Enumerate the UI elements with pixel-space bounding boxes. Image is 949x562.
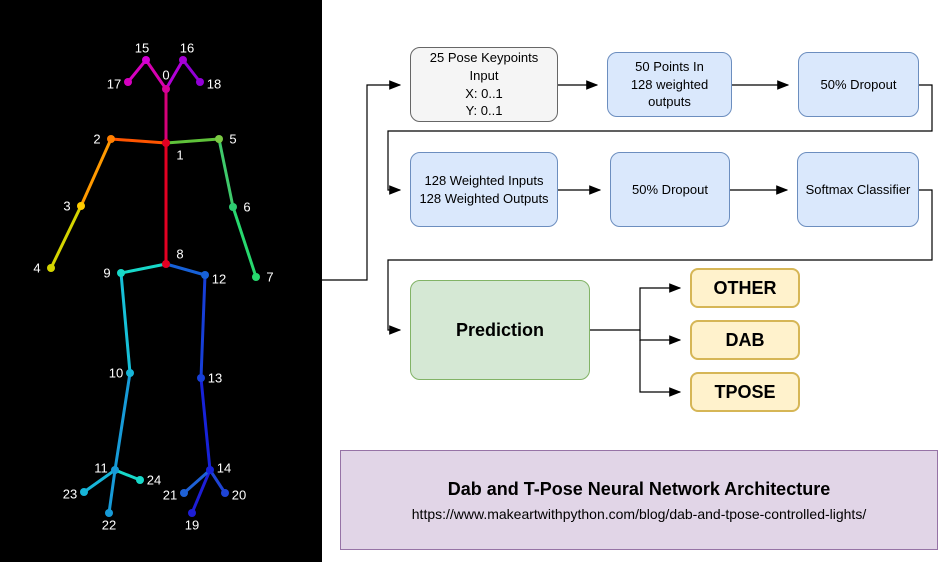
keypoint-label-11: 11 bbox=[94, 461, 108, 476]
node-drop1: 50% Dropout bbox=[798, 52, 919, 117]
node-out_tpose-label: TPOSE bbox=[714, 380, 775, 404]
keypoint-21 bbox=[180, 489, 188, 497]
keypoint-22 bbox=[105, 509, 113, 517]
limb-1-2 bbox=[111, 139, 166, 143]
node-drop1-label: 50% Dropout bbox=[821, 76, 897, 94]
keypoint-label-2: 2 bbox=[93, 132, 100, 147]
node-dense1: 50 Points In128 weightedoutputs bbox=[607, 52, 732, 117]
limb-12-13 bbox=[201, 275, 205, 378]
node-out_other: OTHER bbox=[690, 268, 800, 308]
keypoint-24 bbox=[136, 476, 144, 484]
limb-8-9 bbox=[121, 264, 166, 273]
keypoint-label-9: 9 bbox=[103, 266, 110, 281]
limb-14-21 bbox=[184, 470, 210, 493]
keypoint-16 bbox=[179, 56, 187, 64]
keypoint-label-0: 0 bbox=[162, 68, 169, 83]
keypoint-label-24: 24 bbox=[147, 473, 161, 488]
node-out_dab-label: DAB bbox=[726, 328, 765, 352]
keypoint-label-12: 12 bbox=[212, 272, 226, 287]
keypoint-9 bbox=[117, 269, 125, 277]
node-predict-label: Prediction bbox=[456, 318, 544, 342]
keypoint-label-8: 8 bbox=[176, 247, 183, 262]
node-dense2: 128 Weighted Inputs128 Weighted Outputs bbox=[410, 152, 558, 227]
keypoint-label-20: 20 bbox=[232, 488, 246, 503]
limb-1-5 bbox=[166, 139, 219, 143]
caption-url: https://www.makeartwithpython.com/blog/d… bbox=[412, 506, 866, 522]
keypoint-6 bbox=[229, 203, 237, 211]
keypoint-15 bbox=[142, 56, 150, 64]
keypoint-13 bbox=[197, 374, 205, 382]
keypoint-label-14: 14 bbox=[217, 461, 231, 476]
keypoint-10 bbox=[126, 369, 134, 377]
keypoint-18 bbox=[196, 78, 204, 86]
keypoint-label-19: 19 bbox=[185, 518, 199, 533]
arrow-8 bbox=[640, 330, 680, 340]
keypoint-label-13: 13 bbox=[208, 371, 222, 386]
keypoint-label-21: 21 bbox=[163, 488, 177, 503]
keypoint-12 bbox=[201, 271, 209, 279]
limb-10-11 bbox=[115, 373, 130, 470]
node-input-label: 25 Pose KeypointsInputX: 0..1Y: 0..1 bbox=[430, 49, 538, 119]
skeleton-panel: 0123456789101112131415161718192021222324 bbox=[0, 0, 322, 562]
caption-box: Dab and T-Pose Neural Network Architectu… bbox=[340, 450, 938, 550]
node-dense1-label: 50 Points In128 weightedoutputs bbox=[631, 58, 708, 111]
arrow-7 bbox=[590, 288, 680, 330]
node-out_dab: DAB bbox=[690, 320, 800, 360]
node-dense2-label: 128 Weighted Inputs128 Weighted Outputs bbox=[419, 172, 548, 207]
keypoint-3 bbox=[77, 202, 85, 210]
arrow-0 bbox=[322, 85, 400, 280]
keypoint-1 bbox=[162, 139, 170, 147]
keypoint-label-10: 10 bbox=[109, 366, 123, 381]
keypoint-label-16: 16 bbox=[180, 41, 194, 56]
node-softmax: Softmax Classifier bbox=[797, 152, 919, 227]
keypoint-0 bbox=[162, 85, 170, 93]
limb-14-19 bbox=[192, 470, 210, 513]
keypoint-5 bbox=[215, 135, 223, 143]
limb-3-4 bbox=[51, 206, 81, 268]
keypoint-label-18: 18 bbox=[207, 77, 221, 92]
node-input: 25 Pose KeypointsInputX: 0..1Y: 0..1 bbox=[410, 47, 558, 122]
node-predict: Prediction bbox=[410, 280, 590, 380]
limb-11-24 bbox=[115, 470, 140, 480]
diagram-panel: 25 Pose KeypointsInputX: 0..1Y: 0..1 50 P… bbox=[322, 0, 949, 562]
keypoint-7 bbox=[252, 273, 260, 281]
limb-6-7 bbox=[233, 207, 256, 277]
node-out_other-label: OTHER bbox=[714, 276, 777, 300]
keypoint-20 bbox=[221, 489, 229, 497]
keypoint-17 bbox=[124, 78, 132, 86]
limb-2-3 bbox=[81, 139, 111, 206]
keypoint-label-6: 6 bbox=[243, 200, 250, 215]
keypoint-label-17: 17 bbox=[107, 77, 121, 92]
keypoint-19 bbox=[188, 509, 196, 517]
limb-15-17 bbox=[128, 60, 146, 82]
node-softmax-label: Softmax Classifier bbox=[806, 181, 911, 199]
arrow-9 bbox=[640, 340, 680, 392]
keypoint-23 bbox=[80, 488, 88, 496]
keypoint-8 bbox=[162, 260, 170, 268]
caption-title: Dab and T-Pose Neural Network Architectu… bbox=[448, 479, 830, 500]
keypoint-label-23: 23 bbox=[63, 487, 77, 502]
node-drop2-label: 50% Dropout bbox=[632, 181, 708, 199]
keypoint-label-5: 5 bbox=[229, 132, 236, 147]
limb-11-22 bbox=[109, 470, 115, 513]
keypoint-label-7: 7 bbox=[266, 270, 273, 285]
keypoint-11 bbox=[111, 466, 119, 474]
limb-5-6 bbox=[219, 139, 233, 207]
keypoint-label-22: 22 bbox=[102, 518, 116, 533]
keypoint-label-15: 15 bbox=[135, 41, 149, 56]
limb-13-14 bbox=[201, 378, 210, 470]
limb-8-12 bbox=[166, 264, 205, 275]
keypoint-2 bbox=[107, 135, 115, 143]
keypoint-4 bbox=[47, 264, 55, 272]
node-drop2: 50% Dropout bbox=[610, 152, 730, 227]
keypoint-label-4: 4 bbox=[33, 261, 40, 276]
keypoint-label-1: 1 bbox=[176, 148, 183, 163]
limb-16-18 bbox=[183, 60, 200, 82]
limb-9-10 bbox=[121, 273, 130, 373]
node-out_tpose: TPOSE bbox=[690, 372, 800, 412]
keypoint-label-3: 3 bbox=[63, 199, 70, 214]
keypoint-14 bbox=[206, 466, 214, 474]
